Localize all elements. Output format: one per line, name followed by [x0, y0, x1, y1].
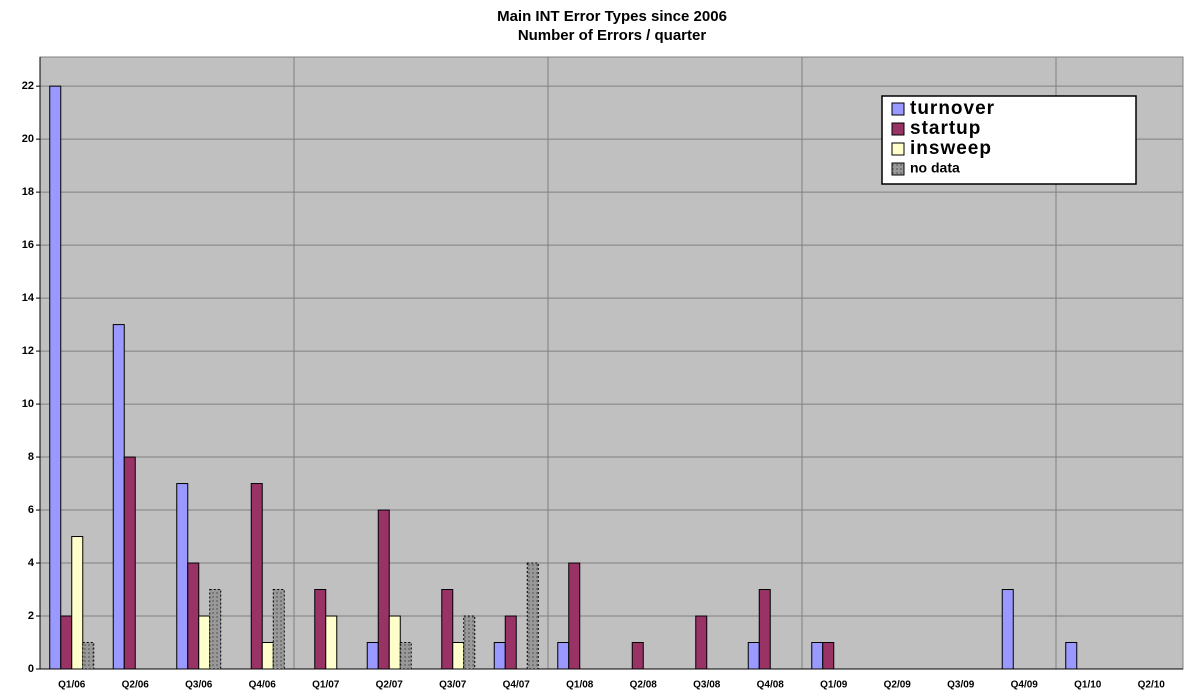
x-tick-label: Q4/06	[249, 680, 277, 691]
bar	[504, 615, 517, 670]
legend-swatch	[891, 102, 905, 116]
x-tick-label: Q4/08	[757, 680, 785, 691]
bar	[1065, 642, 1078, 670]
legend-label: no data	[910, 160, 960, 176]
x-tick-label: Q4/07	[503, 680, 531, 691]
x-tick-label: Q1/06	[58, 680, 86, 691]
x-tick-label: Q2/10	[1138, 680, 1166, 691]
x-tick-label: Q2/06	[122, 680, 150, 691]
bar	[176, 483, 189, 670]
chart-title: Main INT Error Types since 2006	[497, 8, 727, 25]
y-tick-label: 2	[28, 610, 34, 622]
bar	[187, 562, 200, 670]
y-tick-label: 4	[28, 557, 35, 569]
x-tick-label: Q3/06	[185, 680, 213, 691]
y-tick-label: 16	[22, 239, 34, 251]
bar	[399, 642, 412, 670]
y-tick-label: 20	[22, 133, 34, 145]
bar	[209, 589, 222, 670]
x-tick-label: Q1/10	[1074, 680, 1102, 691]
bar	[261, 642, 274, 670]
bar	[526, 562, 539, 670]
bar	[60, 615, 73, 670]
x-tick-label: Q1/09	[820, 680, 848, 691]
x-tick-label: Q3/08	[693, 680, 721, 691]
y-tick-label: 14	[22, 292, 35, 304]
y-tick-label: 12	[22, 345, 34, 357]
legend-label: startup	[910, 118, 981, 139]
bar	[272, 589, 285, 670]
x-tick-label: Q2/07	[376, 680, 404, 691]
x-tick-label: Q1/08	[566, 680, 594, 691]
x-tick-label: Q2/08	[630, 680, 658, 691]
chart-subtitle: Number of Errors / quarter	[518, 27, 707, 44]
bar	[82, 642, 95, 670]
bar	[557, 642, 570, 670]
bar	[366, 642, 379, 670]
x-tick-label: Q3/07	[439, 680, 467, 691]
y-tick-label: 6	[28, 504, 34, 516]
bar	[452, 642, 465, 670]
bar	[123, 456, 136, 670]
y-tick-label: 8	[28, 451, 34, 463]
bar	[1001, 589, 1014, 670]
bar	[71, 536, 84, 670]
bar	[388, 615, 401, 670]
bar	[631, 642, 644, 670]
x-tick-label: Q1/07	[312, 680, 340, 691]
bar	[377, 509, 390, 670]
legend-swatch	[891, 142, 905, 156]
bar	[822, 642, 835, 670]
x-tick-label: Q4/09	[1011, 680, 1039, 691]
bar	[695, 615, 708, 670]
bar	[314, 589, 327, 670]
bar	[747, 642, 760, 670]
bar	[493, 642, 506, 670]
y-tick-label: 10	[22, 398, 34, 410]
legend-box	[881, 95, 1137, 185]
legend-label: insweep	[910, 138, 992, 159]
bar	[441, 589, 454, 670]
x-tick-label: Q2/09	[884, 680, 912, 691]
bar	[325, 615, 338, 670]
bar	[49, 85, 62, 670]
x-tick-label: Q3/09	[947, 680, 975, 691]
legend-swatch	[891, 122, 905, 136]
bar	[198, 615, 211, 670]
bar	[758, 589, 771, 670]
bar	[811, 642, 824, 670]
y-tick-label: 22	[22, 80, 34, 92]
bar	[250, 483, 263, 670]
legend-label: turnover	[910, 98, 995, 119]
bar	[463, 615, 476, 670]
y-tick-label: 18	[22, 186, 34, 198]
y-tick-label: 0	[28, 663, 34, 675]
bar	[568, 562, 581, 670]
bar	[112, 324, 125, 670]
legend-swatch	[891, 162, 905, 176]
